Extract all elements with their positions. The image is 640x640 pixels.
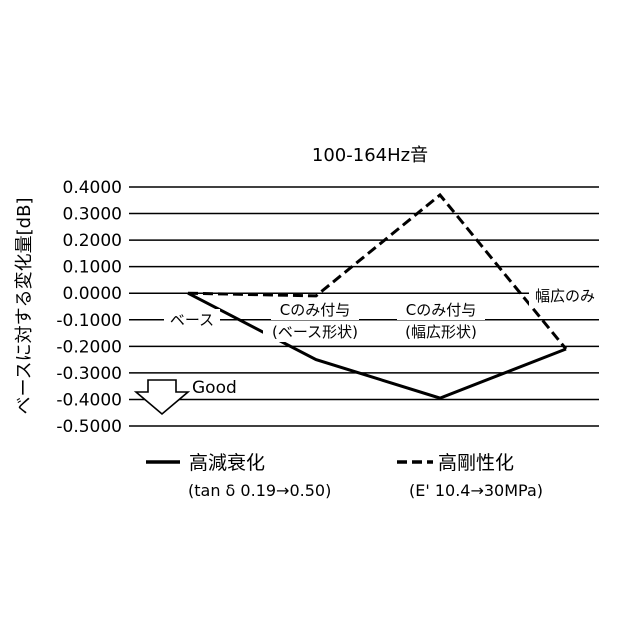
legend-series-0-name: 高減衰化 xyxy=(189,452,265,474)
category-label: Cのみ付与 xyxy=(280,301,350,319)
category-sublabel: (ベース形状) xyxy=(272,323,358,341)
category-label: 幅広のみ xyxy=(535,287,595,305)
category-label: ベース xyxy=(170,311,214,329)
legend-series-1-detail: (E' 10.4→30MPa) xyxy=(409,481,543,500)
y-tick-label: 0.4000 xyxy=(63,178,122,198)
down-arrow-icon xyxy=(136,380,188,414)
series-lines xyxy=(188,195,566,398)
y-tick-label: 0.0000 xyxy=(63,284,122,304)
chart-title: 100-164Hz音 xyxy=(312,145,428,166)
legend: 高減衰化 (tan δ 0.19→0.50) 高剛性化 (E' 10.4→30M… xyxy=(146,452,543,500)
series-line-1 xyxy=(188,195,566,349)
y-tick-label: -0.5000 xyxy=(56,417,122,437)
category-label: Cのみ付与 xyxy=(406,301,476,319)
y-tick-labels: 0.4000 0.3000 0.2000 0.1000 0.0000 -0.1000 -0.… xyxy=(56,178,122,437)
y-tick-label: 0.1000 xyxy=(63,258,122,278)
category-sublabel: (幅広形状) xyxy=(405,323,477,341)
y-tick-label: 0.3000 xyxy=(63,205,122,225)
y-tick-label: -0.4000 xyxy=(56,390,122,410)
legend-series-1-name: 高剛性化 xyxy=(438,452,514,474)
legend-series-0-detail: (tan δ 0.19→0.50) xyxy=(188,481,331,500)
good-label: Good xyxy=(192,378,237,398)
y-tick-label: -0.3000 xyxy=(56,364,122,384)
y-tick-label: -0.2000 xyxy=(56,337,122,357)
good-annotation: Good xyxy=(136,378,237,414)
y-tick-label: 0.2000 xyxy=(63,231,122,251)
y-axis-label: ベースに対する変化量[dB] xyxy=(14,198,35,415)
y-tick-label: -0.1000 xyxy=(56,311,122,331)
